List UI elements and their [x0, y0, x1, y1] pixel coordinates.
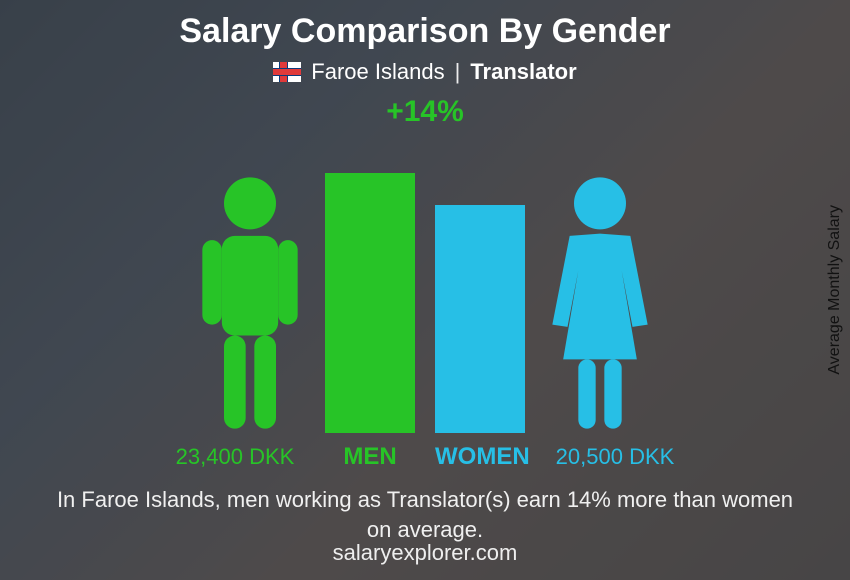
labels-row: 23,400 DKK MEN WOMEN 20,500 DKK	[165, 443, 685, 471]
location-label: Faroe Islands	[311, 59, 444, 85]
axis-label: Average Monthly Salary	[826, 205, 844, 375]
woman-icon	[545, 173, 655, 433]
job-label: Translator	[470, 59, 576, 85]
bar-women	[435, 205, 525, 433]
percent-diff-label: +14%	[386, 95, 464, 129]
infographic-content: Salary Comparison By Gender Faroe Island…	[0, 0, 850, 580]
footer-text: salaryexplorer.com	[0, 540, 850, 566]
women-label: WOMEN	[435, 443, 525, 471]
description-text: In Faroe Islands, men working as Transla…	[55, 485, 795, 544]
chart-area	[195, 133, 655, 433]
men-label: MEN	[325, 443, 415, 471]
subtitle-row: Faroe Islands | Translator	[273, 59, 576, 85]
flag-icon	[273, 62, 301, 82]
axis-label-wrap: Average Monthly Salary	[820, 0, 850, 580]
men-amount: 23,400 DKK	[165, 444, 305, 470]
page-title: Salary Comparison By Gender	[179, 12, 670, 51]
man-icon	[195, 173, 305, 433]
divider: |	[455, 59, 461, 85]
bar-men	[325, 173, 415, 433]
women-amount: 20,500 DKK	[545, 444, 685, 470]
